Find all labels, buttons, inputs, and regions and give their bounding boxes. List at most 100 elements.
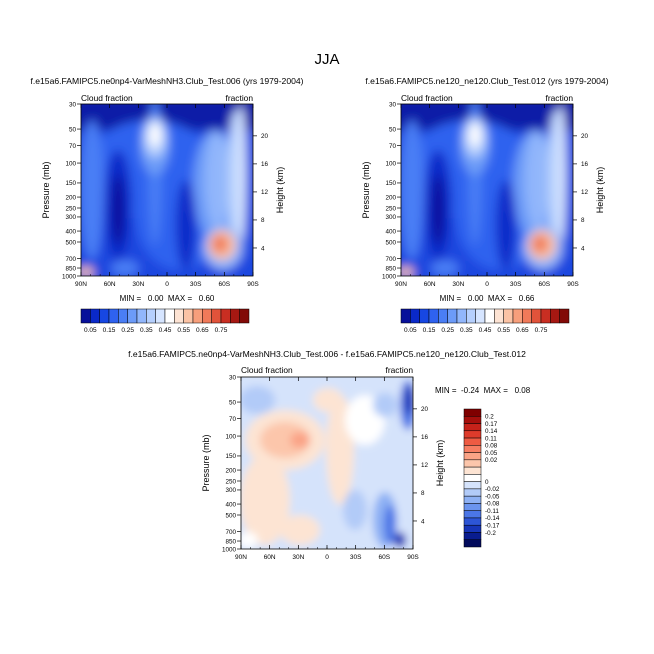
y2-tick-label: 8 bbox=[581, 217, 585, 224]
colorbar-label: 0.05 bbox=[84, 327, 97, 334]
colorbar-label: 0 bbox=[485, 479, 489, 486]
colorbar-swatch bbox=[522, 308, 532, 324]
colorbar-label: 0.05 bbox=[485, 450, 498, 457]
colorbar-swatch bbox=[512, 308, 523, 324]
colorbar-label: 0.45 bbox=[159, 327, 172, 334]
y2-tick-label: 12 bbox=[421, 462, 429, 469]
colorbar-swatch bbox=[463, 532, 482, 540]
x-tick-label: 90N bbox=[75, 281, 87, 288]
y2-tick-label: 16 bbox=[261, 161, 269, 168]
y2-ticks: 20 16 12 8 4 bbox=[253, 133, 269, 252]
x-tick-label: 90S bbox=[567, 281, 579, 288]
y2-tick-label: 4 bbox=[581, 245, 585, 252]
colorbar-swatch bbox=[438, 308, 448, 324]
y-tick-label: 300 bbox=[65, 214, 76, 221]
contour-field bbox=[401, 104, 573, 276]
y2-tick-label: 20 bbox=[421, 406, 429, 413]
colorbar-swatch bbox=[463, 445, 482, 453]
panel-title: f.e15a6.FAMIPC5.ne0np4-VarMeshNH3.Club_T… bbox=[30, 76, 303, 86]
x-tick-label: 90S bbox=[407, 554, 419, 561]
y-axis-label: Pressure (mb) bbox=[41, 161, 51, 218]
x-tick-label: 30S bbox=[510, 281, 522, 288]
x-tick-label: 60N bbox=[104, 281, 116, 288]
colorbar: 0.05 0.15 0.25 0.35 0.45 0.55 0.65 0.75 bbox=[80, 308, 250, 334]
y-tick-label: 500 bbox=[385, 239, 396, 246]
colorbar-swatch bbox=[475, 308, 486, 324]
y-tick-label: 30 bbox=[69, 101, 77, 108]
colorbar-swatch bbox=[155, 308, 166, 324]
colorbar-swatch bbox=[80, 308, 91, 324]
colorbar-swatch bbox=[463, 503, 482, 511]
colorbar-swatch bbox=[466, 308, 476, 324]
colorbar-label: -0.02 bbox=[485, 486, 500, 493]
y-tick-label: 200 bbox=[65, 194, 76, 201]
stats-text: MIN = 0.00 MAX = 0.60 bbox=[120, 294, 215, 303]
x-ticks: 90N 60N 30N 0 30S 60S 90S bbox=[235, 377, 419, 561]
y2-tick-label: 20 bbox=[581, 133, 589, 140]
colorbar-swatch bbox=[484, 308, 495, 324]
y2-ticks: 20 16 12 8 4 bbox=[573, 133, 589, 252]
y2-tick-label: 8 bbox=[261, 217, 265, 224]
colorbar-swatch bbox=[463, 481, 482, 490]
contour-field bbox=[81, 104, 253, 276]
colorbar-swatch bbox=[99, 308, 110, 324]
x-tick-label: 30S bbox=[190, 281, 202, 288]
colorbar-swatch bbox=[540, 308, 551, 324]
y-tick-label: 100 bbox=[225, 433, 236, 440]
stats-text: MIN = 0.00 MAX = 0.66 bbox=[440, 294, 535, 303]
x-tick-label: 60S bbox=[539, 281, 551, 288]
colorbar-label: 0.35 bbox=[460, 327, 473, 334]
colorbar-swatch bbox=[503, 308, 514, 324]
y-tick-label: 150 bbox=[385, 180, 396, 187]
left-label: Cloud fraction bbox=[241, 365, 293, 375]
y-tick-label: 700 bbox=[65, 256, 76, 263]
x-ticks: 90N 60N 30N 0 30S 60S 90S bbox=[75, 104, 259, 288]
colorbar-label: 0.2 bbox=[485, 414, 494, 421]
colorbar-swatch bbox=[127, 308, 138, 324]
y-tick-label: 250 bbox=[385, 205, 396, 212]
x-tick-label: 30N bbox=[292, 554, 304, 561]
colorbar-label: 0.55 bbox=[497, 327, 510, 334]
colorbar-swatch bbox=[550, 308, 560, 324]
colorbar-swatch bbox=[463, 430, 482, 439]
y2-tick-label: 8 bbox=[421, 490, 425, 497]
x-tick-label: 0 bbox=[485, 281, 489, 288]
x-tick-label: 60N bbox=[264, 554, 276, 561]
colorbar-swatch bbox=[183, 308, 194, 324]
panel-difference: f.e15a6.FAMIPC5.ne0np4-VarMeshNH3.Club_T… bbox=[128, 349, 531, 561]
y-tick-label: 400 bbox=[225, 501, 236, 508]
colorbar-label: 0.75 bbox=[215, 327, 228, 334]
y-tick-label: 1000 bbox=[62, 273, 77, 280]
colorbar-label: 0.08 bbox=[485, 443, 498, 450]
colorbar-label: 0.05 bbox=[404, 327, 417, 334]
y-tick-label: 150 bbox=[65, 180, 76, 187]
y-tick-label: 700 bbox=[385, 256, 396, 263]
colorbar-swatch bbox=[463, 510, 482, 519]
y-tick-label: 250 bbox=[225, 478, 236, 485]
y-tick-label: 70 bbox=[389, 143, 397, 150]
y-axis-label: Pressure (mb) bbox=[201, 434, 211, 491]
colorbar-swatch bbox=[136, 308, 147, 324]
colorbar-swatch bbox=[463, 437, 482, 446]
y-tick-label: 70 bbox=[69, 143, 77, 150]
panel-title: f.e15a6.FAMIPC5.ne120_ne120.Club_Test.01… bbox=[365, 76, 608, 86]
colorbar-swatch bbox=[419, 308, 430, 324]
colorbar-swatch bbox=[463, 488, 482, 497]
y-tick-label: 300 bbox=[225, 487, 236, 494]
y-tick-label: 150 bbox=[225, 453, 236, 460]
colorbar-swatch bbox=[146, 308, 156, 324]
colorbar-swatch bbox=[531, 308, 542, 324]
colorbar-swatch bbox=[463, 452, 482, 461]
colorbar-swatch bbox=[456, 308, 467, 324]
colorbar-swatch bbox=[410, 308, 420, 324]
colorbar-label: -0.11 bbox=[485, 508, 499, 515]
x-tick-label: 60N bbox=[424, 281, 436, 288]
y-tick-label: 700 bbox=[225, 529, 236, 536]
colorbar-swatch bbox=[463, 517, 482, 526]
y-axis-label: Pressure (mb) bbox=[361, 161, 371, 218]
y-tick-label: 300 bbox=[385, 214, 396, 221]
y-tick-label: 850 bbox=[65, 265, 76, 272]
